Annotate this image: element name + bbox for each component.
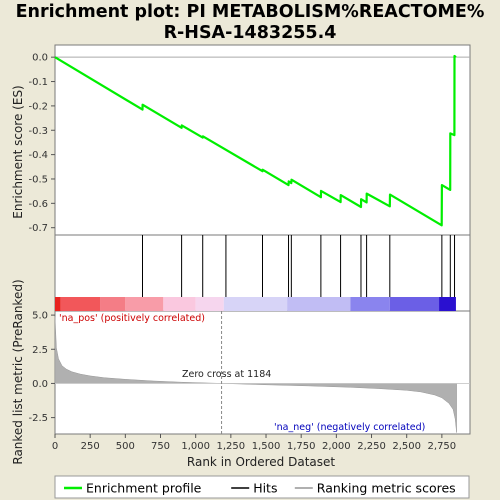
heat-band: [287, 297, 351, 311]
es-tick-label: -0.6: [28, 199, 48, 210]
heat-band: [100, 297, 126, 311]
x-axis: 0 250 500 750 1,000 1,250 1,500 1,750 2,000 2,250…: [52, 434, 456, 452]
x-tick-label: 1,500: [252, 441, 281, 452]
hit-markers: [142, 235, 456, 297]
x-axis-label: Rank in Ordered Dataset: [187, 455, 335, 469]
metric-tick-label: 5.0: [32, 311, 48, 322]
heat-band: [195, 297, 224, 311]
metric-panel: [54, 310, 471, 435]
chart-title-line1: Enrichment plot: PI METABOLISM%REACTOME%: [16, 2, 485, 22]
heat-band: [125, 297, 164, 311]
metric-tick-label: 0.0: [32, 379, 48, 390]
metric-tick-label: 2.5: [32, 345, 48, 356]
metric-tick-label: -2.5: [28, 413, 48, 424]
heat-band: [55, 297, 61, 311]
x-tick-label: 750: [151, 441, 170, 452]
es-panel: [54, 44, 471, 236]
x-tick-label: 0: [52, 441, 58, 452]
pos-correlated-label: 'na_pos' (positively correlated): [59, 313, 205, 324]
enrichment-profile-line: [54, 54, 457, 227]
heat-band: [389, 297, 440, 311]
es-tick-label: -0.4: [28, 150, 48, 161]
es-axis-label: Enrichment score (ES): [11, 85, 25, 218]
legend: Enrichment profile Hits Ranking metric sco…: [64, 481, 456, 496]
chart-title-line2: R-HSA-1483255.4: [164, 23, 337, 43]
ranking-metric-area: [54, 316, 457, 433]
heat-band: [350, 297, 390, 311]
metric-y-axis: 5.0 2.5 0.0 -2.5: [28, 311, 55, 424]
es-tick-label: -0.1: [28, 77, 48, 88]
heat-band: [163, 297, 196, 311]
enrichment-profile: [54, 54, 457, 227]
heat-band: [60, 297, 101, 311]
legend-label: Hits: [253, 481, 277, 496]
zero-cross-label: Zero cross at 1184: [182, 369, 271, 380]
neg-correlated-label: 'na_neg' (negatively correlated): [274, 422, 425, 433]
es-tick-label: 0.0: [32, 53, 48, 64]
x-tick-label: 1,750: [287, 441, 316, 452]
legend-label: Enrichment profile: [86, 481, 202, 496]
x-tick-label: 1,250: [217, 441, 246, 452]
es-tick-label: -0.7: [28, 223, 48, 234]
x-tick-label: 2,750: [428, 441, 457, 452]
legend-box: [54, 475, 470, 499]
ranking-metric: [54, 311, 470, 434]
es-tick-label: -0.3: [28, 126, 48, 137]
x-tick-label: 2,500: [392, 441, 421, 452]
x-tick-label: 2,250: [357, 441, 386, 452]
x-tick-label: 500: [116, 441, 135, 452]
heat-band: [223, 297, 288, 311]
es-tick-label: -0.2: [28, 101, 48, 112]
heat-band: [439, 297, 456, 311]
es-tick-label: -0.5: [28, 174, 48, 185]
x-tick-label: 1,000: [181, 441, 210, 452]
metric-axis-label: Ranked list metric (PreRanked): [11, 279, 25, 464]
heatmap-bar: [55, 297, 456, 311]
es-y-axis: 0.0 -0.1 -0.2 -0.3 -0.4 -0.5 -0.6 -0.7: [28, 53, 470, 234]
x-tick-label: 250: [81, 441, 100, 452]
legend-label: Ranking metric scores: [317, 481, 456, 496]
x-tick-label: 2,000: [322, 441, 351, 452]
